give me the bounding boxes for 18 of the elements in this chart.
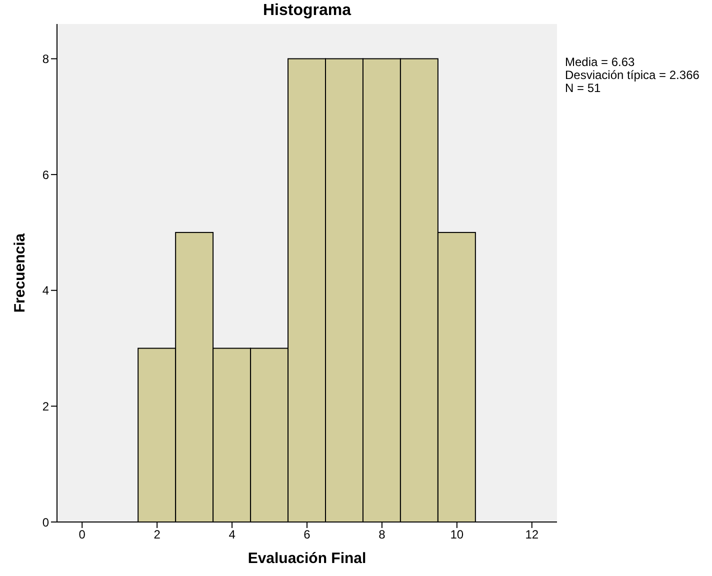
y-tick-label: 0 — [42, 515, 50, 530]
x-tick-label: 12 — [525, 528, 539, 542]
text: N = 51 — [565, 81, 602, 95]
text: Media = 6.63 — [565, 55, 636, 69]
x-tick-label: 6 — [304, 528, 311, 542]
x-tick-label: 4 — [228, 528, 236, 542]
x-tick-label: 2 — [154, 528, 161, 542]
x-tick-label: 0 — [78, 528, 86, 542]
x-tick-label: 8 — [378, 528, 386, 542]
y-tick-label: 6 — [42, 168, 50, 182]
y-tick-label: 8 — [42, 52, 50, 66]
chart-title: Histograma — [262, 2, 352, 20]
y-tick-label: 4 — [42, 284, 50, 298]
y-tick-label: 2 — [42, 399, 50, 414]
y-axis-title: Frecuencia — [12, 233, 28, 313]
x-tick-label: 10 — [450, 528, 464, 542]
x-axis-title: Evaluación Final — [246, 550, 368, 567]
text: Desviación típica = 2.366 — [565, 68, 700, 82]
